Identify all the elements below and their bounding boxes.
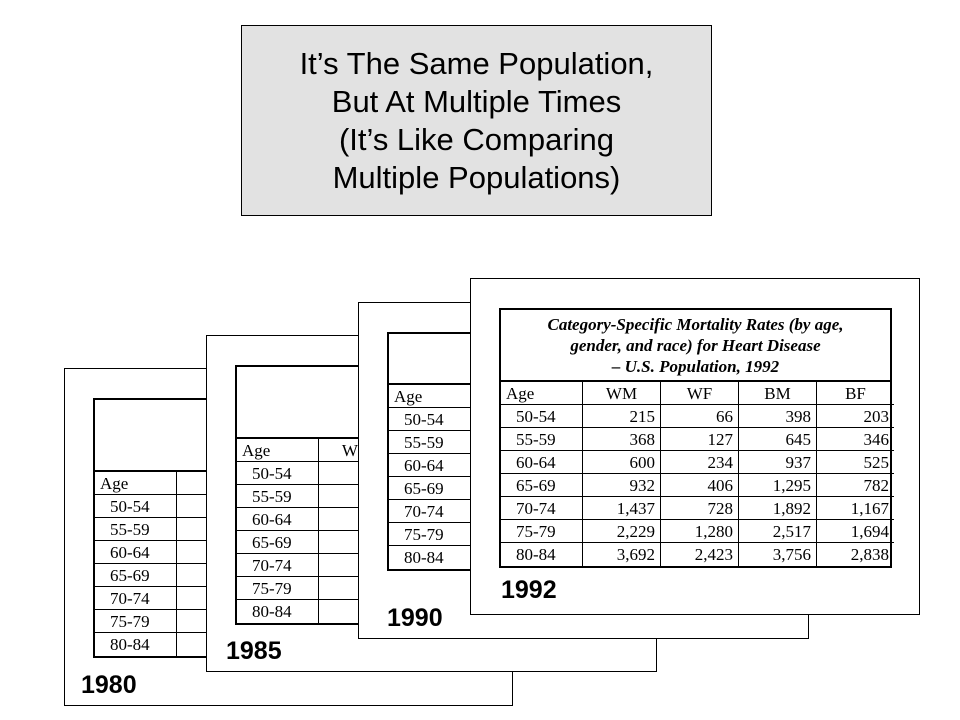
slide-title-line: But At Multiple Times: [331, 83, 622, 119]
table-age-cell: 50-54: [389, 408, 471, 431]
table-value-cell: 1,167: [817, 497, 894, 520]
table-age-cell: 75-79: [501, 520, 583, 543]
year-label: 1985: [226, 637, 282, 665]
table-value-cell: 406: [661, 474, 739, 497]
table-age-cell: 60-64: [95, 541, 177, 564]
table-age-cell: 65-69: [95, 564, 177, 587]
table-value-cell: 368: [583, 428, 661, 451]
table-age-cell: 80-84: [501, 543, 583, 566]
table-value-cell: 645: [739, 428, 817, 451]
table-age-cell: 65-69: [237, 531, 319, 554]
table-header-cell: BM: [739, 382, 817, 405]
table-value-cell: 525: [817, 451, 894, 474]
table-header-cell: BF: [817, 382, 894, 405]
table-age-cell: 70-74: [95, 587, 177, 610]
table-card-1992: Category-Specific Mortality Rates (by ag…: [470, 278, 920, 615]
table-header-cell: WF: [661, 382, 739, 405]
table-age-cell: 60-64: [501, 451, 583, 474]
table-age-cell: 55-59: [95, 518, 177, 541]
table-title-line: gender, and race) for Heart Disease: [570, 336, 821, 355]
table-value-cell: 1,892: [739, 497, 817, 520]
slide-title-box: It’s The Same Population, But At Multipl…: [241, 25, 712, 216]
table-age-cell: 55-59: [389, 431, 471, 454]
table-value-cell: 2,838: [850, 545, 889, 564]
table-grid: Age WM WF BM BF 50-54 215 66 398 203 55-59 368 127 64…: [501, 382, 894, 566]
table-value-cell: 1,280: [661, 520, 739, 543]
table-value-cell: 234: [661, 451, 739, 474]
table-title: Category-Specific Mortality Rates (by ag…: [501, 310, 890, 382]
table-value-cell: 1,295: [739, 474, 817, 497]
table-age-cell: 50-54: [501, 405, 583, 428]
table-title-line: Category-Specific Mortality Rates (by ag…: [547, 315, 844, 334]
table-age-cell: 80-84: [389, 546, 471, 569]
table-value-cell: 398: [739, 405, 817, 428]
table-value-cell: 3,692: [583, 543, 661, 566]
year-label: 1992: [501, 576, 557, 604]
table-age-cell: 50-54: [237, 462, 319, 485]
slide-title-line: It’s The Same Population,: [299, 45, 654, 81]
table-age-cell: 50-54: [95, 495, 177, 518]
slide-title-line: Multiple Populations): [332, 159, 621, 195]
table-value-cell: 346: [817, 428, 894, 451]
year-label: 1990: [387, 604, 443, 632]
table-value-cell: 782: [817, 474, 894, 497]
table-value-cell: 66: [661, 405, 739, 428]
table-header-cell: Age: [501, 382, 583, 405]
table-value-cell: 728: [661, 497, 739, 520]
table-value-cell: 937: [739, 451, 817, 474]
table-value-cell: 215: [583, 405, 661, 428]
table-age-cell: 60-64: [389, 454, 471, 477]
table-age-cell: 75-79: [389, 523, 471, 546]
table-value-cell: 600: [583, 451, 661, 474]
year-label: 1980: [81, 671, 137, 699]
table-title-line: – U.S. Population, 1992: [611, 357, 780, 376]
table-value-cell: 203: [817, 405, 894, 428]
table-age-cell: 55-59: [501, 428, 583, 451]
table-value-cell: 2,423: [661, 543, 739, 566]
table-value-cell: 1,694: [817, 520, 894, 543]
table-age-cell: 55-59: [237, 485, 319, 508]
table-value-cell: 1,437: [583, 497, 661, 520]
table-header-cell: Age: [237, 439, 319, 462]
table-age-cell: 70-74: [389, 500, 471, 523]
table-value-cell: 2,517: [739, 520, 817, 543]
table-age-cell: 60-64: [237, 508, 319, 531]
table-value-cell: 127: [661, 428, 739, 451]
table-age-cell: 65-69: [389, 477, 471, 500]
table-age-cell: 80-84: [95, 633, 177, 656]
table-age-cell: 75-79: [237, 577, 319, 600]
table-value-cell: 3,756: [739, 543, 817, 566]
table-age-cell: 65-69: [501, 474, 583, 497]
table-header-cell: Age: [389, 385, 471, 408]
mortality-table: Category-Specific Mortality Rates (by ag…: [499, 308, 894, 568]
table-age-cell: 70-74: [501, 497, 583, 520]
table-age-cell: 75-79: [95, 610, 177, 633]
table-value-cell: 932: [583, 474, 661, 497]
table-header-cell: WM: [583, 382, 661, 405]
table-value-cell: 2,229: [583, 520, 661, 543]
slide-title-line: (It’s Like Comparing: [338, 121, 615, 157]
table-age-cell: 70-74: [237, 554, 319, 577]
table-header-cell: Age: [95, 472, 177, 495]
table-age-cell: 80-84: [237, 600, 319, 623]
